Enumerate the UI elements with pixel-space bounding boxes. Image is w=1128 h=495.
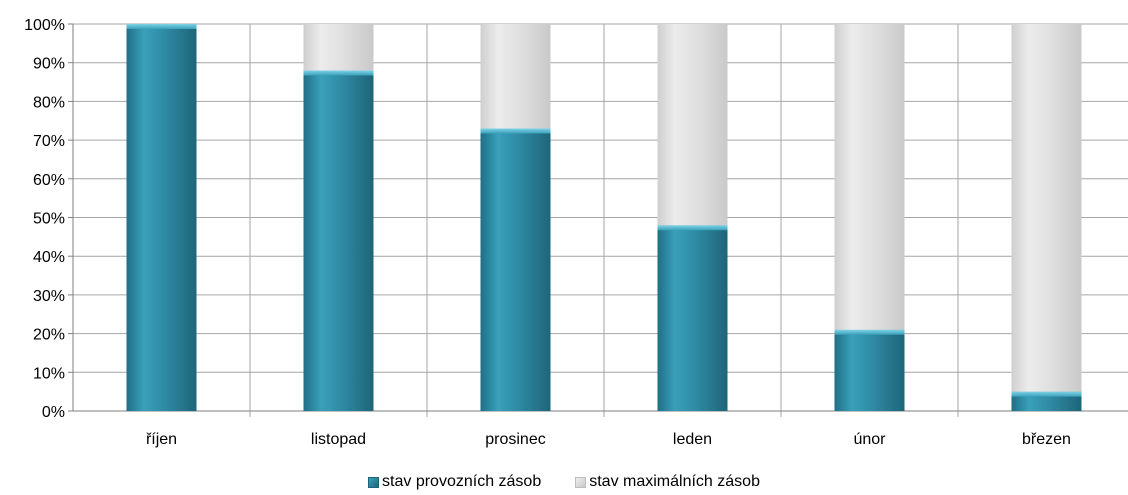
bar-cap-provozni	[303, 70, 374, 76]
bars	[126, 24, 1082, 412]
bar-cap-provozni	[480, 128, 551, 134]
legend-item-provozni: stav provozních zásob	[368, 473, 541, 491]
bar-maximalni	[480, 24, 551, 129]
tick-labels: 0% 10% 20% 30% 40% 50% 60% 70% 80% 90% 100% říjen li…	[24, 17, 1071, 448]
axes	[68, 23, 1128, 412]
bar-provozni	[657, 225, 728, 411]
y-tick-label: 90%	[33, 56, 65, 73]
x-tick-label: říjen	[146, 431, 177, 448]
y-tick-label: 70%	[33, 133, 65, 150]
x-tick-label: listopad	[311, 431, 366, 448]
bar-cap-provozni	[1011, 391, 1082, 397]
y-tick-label: 40%	[33, 249, 65, 266]
bar-maximalni	[657, 24, 728, 226]
legend-item-maximalni: stav maximálních zásob	[575, 473, 760, 491]
x-tick-label: leden	[673, 431, 712, 448]
gridlines	[73, 23, 1128, 417]
legend-label-provozni: stav provozních zásob	[382, 473, 542, 490]
y-tick-label: 20%	[33, 327, 65, 344]
legend-swatch-provozni	[368, 476, 380, 488]
x-tick-label: únor	[853, 431, 886, 448]
bar-maximalni	[834, 24, 905, 330]
bar-provozni	[834, 329, 905, 411]
bar-provozni	[303, 70, 374, 411]
bar-maximalni	[1011, 24, 1082, 392]
bar-maximalni	[303, 24, 374, 71]
y-tick-label: 100%	[24, 17, 65, 34]
x-tick-label: prosinec	[485, 431, 545, 448]
bar-provozni	[480, 128, 551, 412]
bar-provozni	[126, 24, 197, 411]
y-tick-label: 50%	[33, 211, 65, 228]
y-tick-label: 80%	[33, 94, 65, 111]
x-tick-label: březen	[1022, 431, 1071, 448]
legend: stav provozních zásob stav maximálních z…	[0, 471, 1128, 493]
y-tick-label: 60%	[33, 172, 65, 189]
legend-label-maximalni: stav maximálních zásob	[589, 473, 760, 490]
bar-cap-provozni	[126, 24, 197, 29]
bar-cap-provozni	[834, 329, 905, 335]
y-tick-label: 30%	[33, 288, 65, 305]
y-tick-label: 10%	[33, 365, 65, 382]
legend-swatch-maximalni	[575, 476, 587, 488]
y-tick-label: 0%	[42, 404, 65, 421]
bar-cap-provozni	[657, 225, 728, 231]
